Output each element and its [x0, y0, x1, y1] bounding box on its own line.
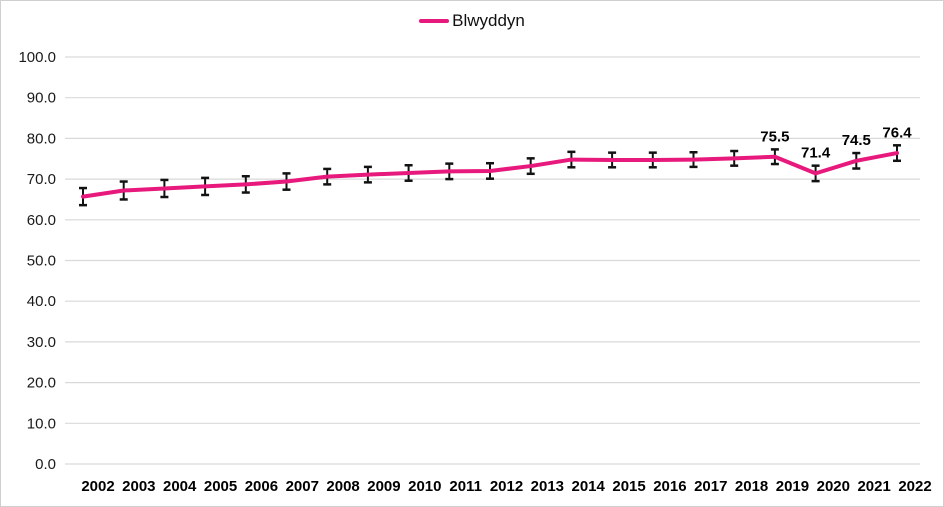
x-axis-tick-label: 2006 — [245, 478, 278, 495]
x-axis-tick-label: 2015 — [612, 478, 645, 495]
legend-line-swatch — [419, 18, 450, 23]
x-axis-tick-label: 2011 — [449, 478, 482, 495]
point-data-label: 76.4 — [882, 124, 912, 141]
point-data-label: 75.5 — [760, 128, 789, 145]
x-axis-tick-label: 2014 — [572, 478, 606, 495]
x-axis-tick-label: 2008 — [326, 478, 359, 495]
x-axis-tick-label: 2017 — [694, 478, 727, 495]
x-axis-tick-label: 2021 — [857, 478, 890, 495]
x-axis-tick-label: 2016 — [653, 478, 686, 495]
y-axis-tick-label: 70.0 — [27, 171, 56, 188]
x-axis-tick-label: 2004 — [163, 478, 197, 495]
y-axis-tick-label: 100.0 — [18, 49, 56, 66]
y-axis-tick-label: 30.0 — [27, 334, 56, 351]
y-axis-tick-label: 50.0 — [27, 253, 56, 270]
x-axis-tick-label: 2020 — [817, 478, 850, 495]
point-data-label: 71.4 — [801, 145, 831, 162]
x-axis-tick-label: 2018 — [735, 478, 768, 495]
x-axis-tick-label: 2007 — [286, 478, 319, 495]
y-axis-tick-label: 60.0 — [27, 212, 56, 229]
x-axis-tick-label: 2003 — [122, 478, 155, 495]
x-axis-tick-label: 2022 — [898, 478, 931, 495]
point-data-label: 74.5 — [842, 132, 871, 149]
y-axis-tick-label: 10.0 — [27, 415, 56, 432]
series-line — [81, 151, 899, 199]
x-axis-tick-label: 2010 — [408, 478, 441, 495]
y-axis-tick-label: 0.0 — [35, 456, 56, 473]
y-axis-tick-label: 20.0 — [27, 375, 56, 392]
x-axis-tick-label: 2009 — [367, 478, 400, 495]
x-axis-tick-label: 2005 — [204, 478, 237, 495]
legend-label: Blwyddyn — [452, 11, 525, 30]
legend: Blwyddyn — [0, 12, 944, 29]
x-axis-tick-label: 2002 — [81, 478, 114, 495]
x-axis-tick-label: 2013 — [531, 478, 564, 495]
y-axis-tick-label: 90.0 — [27, 90, 56, 107]
x-axis-tick-label: 2012 — [490, 478, 523, 495]
x-axis-tick-label: 2019 — [776, 478, 809, 495]
y-axis-tick-label: 80.0 — [27, 130, 56, 147]
y-axis-tick-label: 40.0 — [27, 293, 56, 310]
